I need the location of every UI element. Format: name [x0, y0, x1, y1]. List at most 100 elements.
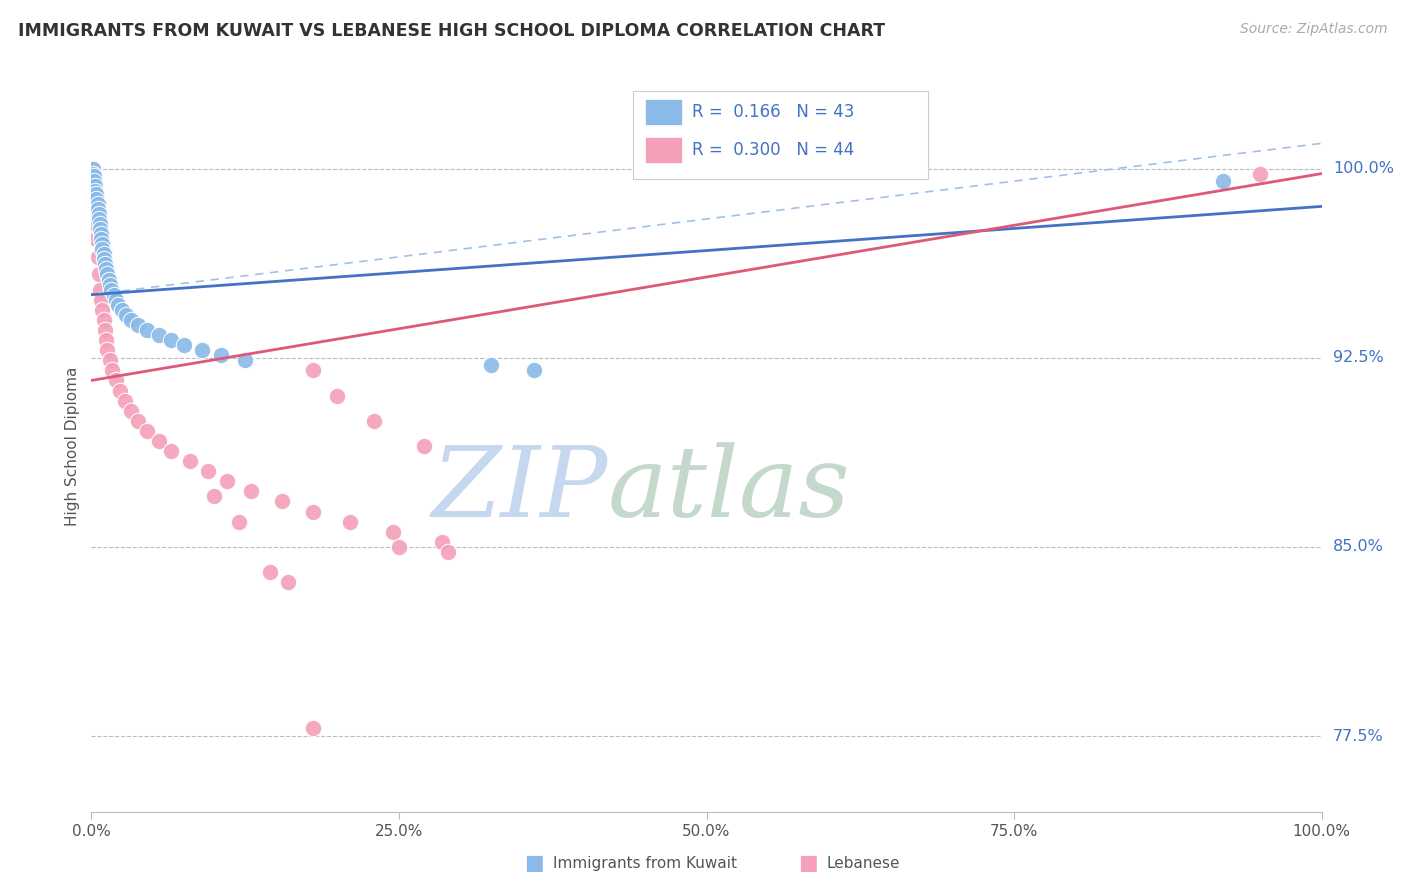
Point	[215, 475, 238, 489]
Point	[103, 287, 125, 301]
Point	[91, 302, 114, 317]
Point	[84, 217, 107, 231]
Point	[120, 313, 142, 327]
Point	[93, 247, 115, 261]
Point	[111, 302, 134, 317]
Point	[127, 318, 149, 332]
Point	[96, 343, 118, 358]
Text: 92.5%: 92.5%	[1333, 351, 1384, 365]
Point	[96, 268, 118, 282]
Point	[83, 169, 105, 183]
Point	[86, 202, 108, 216]
Point	[135, 323, 157, 337]
Point	[90, 227, 112, 241]
Point	[173, 338, 195, 352]
Text: Immigrants from Kuwait: Immigrants from Kuwait	[553, 856, 737, 871]
Point	[86, 250, 108, 264]
Point	[82, 161, 104, 176]
Point	[86, 192, 108, 206]
Point	[91, 237, 114, 252]
Point	[87, 212, 110, 227]
Point	[90, 293, 112, 307]
Text: atlas: atlas	[607, 442, 851, 538]
Bar	[645, 136, 682, 163]
Point	[86, 186, 108, 201]
Point	[271, 494, 294, 508]
Point	[93, 252, 115, 267]
Point	[83, 174, 105, 188]
Text: 77.5%: 77.5%	[1333, 729, 1384, 744]
Point	[326, 388, 349, 402]
Point	[100, 283, 122, 297]
Point	[277, 575, 299, 590]
Text: IMMIGRANTS FROM KUWAIT VS LEBANESE HIGH SCHOOL DIPLOMA CORRELATION CHART: IMMIGRANTS FROM KUWAIT VS LEBANESE HIGH …	[18, 22, 886, 40]
Text: R =  0.300   N = 44: R = 0.300 N = 44	[692, 141, 853, 159]
Text: ■: ■	[524, 854, 544, 873]
Point	[363, 414, 385, 428]
Point	[148, 328, 170, 343]
Text: 100.0%: 100.0%	[1333, 161, 1393, 176]
Point	[1212, 174, 1234, 188]
Point	[412, 439, 434, 453]
Point	[114, 393, 136, 408]
Bar	[645, 99, 682, 125]
Point	[105, 293, 127, 307]
Point	[259, 565, 281, 579]
Point	[233, 353, 256, 368]
Point	[381, 524, 404, 539]
Point	[160, 333, 183, 347]
Point	[197, 464, 219, 478]
Point	[202, 490, 225, 504]
Point	[523, 363, 546, 377]
Text: 85.0%: 85.0%	[1333, 540, 1384, 555]
Point	[94, 257, 117, 271]
Point	[93, 313, 115, 327]
Point	[94, 323, 117, 337]
Point	[82, 167, 104, 181]
Point	[108, 384, 131, 398]
Point	[160, 444, 183, 458]
Point	[479, 359, 502, 373]
Point	[1249, 167, 1271, 181]
Point	[339, 515, 361, 529]
Point	[107, 298, 129, 312]
Bar	[633, 91, 928, 179]
Point	[84, 184, 107, 198]
Point	[191, 343, 214, 358]
Point	[430, 534, 453, 549]
Point	[101, 363, 124, 377]
Point	[84, 179, 107, 194]
Point	[301, 363, 323, 377]
Point	[228, 515, 250, 529]
Point	[98, 353, 121, 368]
Text: R =  0.166   N = 43: R = 0.166 N = 43	[692, 103, 853, 120]
Point	[98, 277, 121, 292]
Point	[96, 262, 117, 277]
Point	[209, 348, 232, 362]
Text: Source: ZipAtlas.com: Source: ZipAtlas.com	[1240, 22, 1388, 37]
Y-axis label: High School Diploma: High School Diploma	[65, 367, 80, 525]
Point	[87, 207, 110, 221]
Point	[90, 232, 112, 246]
Point	[91, 242, 114, 256]
Text: ZIP: ZIP	[432, 442, 607, 538]
Point	[148, 434, 170, 448]
Point	[97, 272, 120, 286]
Point	[120, 403, 142, 417]
Text: Lebanese: Lebanese	[827, 856, 900, 871]
Point	[127, 414, 149, 428]
Point	[301, 722, 323, 736]
Point	[82, 161, 104, 176]
Point	[89, 217, 111, 231]
Point	[105, 373, 127, 387]
Point	[240, 484, 263, 499]
Point	[89, 283, 111, 297]
Point	[86, 232, 108, 246]
Point	[135, 424, 157, 438]
Point	[437, 545, 460, 559]
Text: ■: ■	[799, 854, 818, 873]
Point	[83, 171, 105, 186]
Point	[96, 333, 117, 347]
Point	[86, 197, 108, 211]
Point	[89, 222, 111, 236]
